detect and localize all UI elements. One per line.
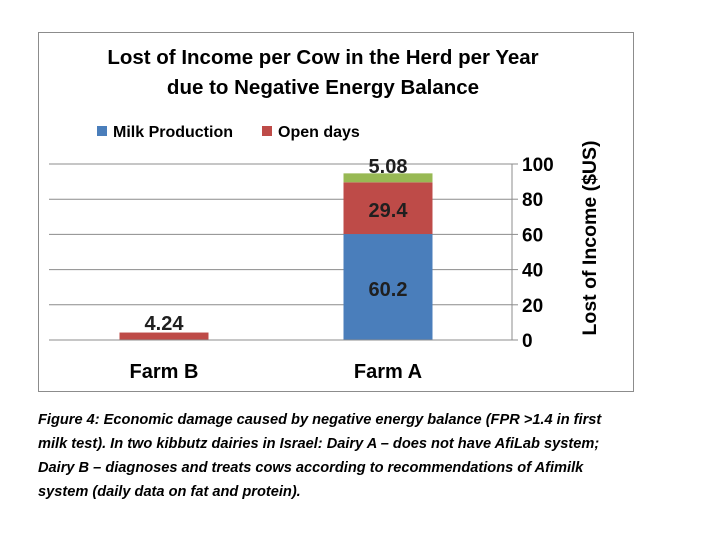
x-tick-label: Farm B	[130, 361, 199, 383]
gridlines	[49, 163, 512, 306]
legend-label: Milk Production	[113, 124, 233, 141]
data-label: 4.24	[145, 313, 185, 335]
y-tick-label: 40	[522, 261, 543, 282]
chart-frame	[38, 32, 634, 392]
data-label: 5.08	[369, 156, 408, 178]
y-tick-label: 20	[522, 296, 543, 317]
legend-swatch	[97, 126, 107, 136]
labels: 0 20 40 60 80 100 Farm B Farm A 60.2 4.24 29.4 5.08…	[97, 46, 601, 383]
legend-label: Open days	[278, 124, 360, 141]
y-tick-label: 100	[522, 155, 554, 176]
legend-swatch	[262, 126, 272, 136]
chart-title: Lost of Income per Cow in the Herd per Y…	[107, 46, 538, 69]
bar-segment	[119, 332, 209, 340]
chart-title: due to Negative Energy Balance	[167, 76, 479, 99]
bar-segment	[343, 182, 433, 235]
y-tick-label: 0	[522, 331, 533, 352]
caption-line: Dairy B – diagnoses and treats cows acco…	[38, 460, 584, 476]
data-label: 29.4	[369, 200, 409, 222]
bars	[119, 173, 433, 340]
bar-segment	[343, 234, 433, 340]
caption-line: system (daily data on fat and protein).	[38, 484, 301, 500]
y-tick-label: 60	[522, 225, 543, 246]
x-tick-label: Farm A	[354, 361, 422, 383]
caption-line: Figure 4: Economic damage caused by nega…	[38, 412, 602, 428]
figure-caption: Figure 4: Economic damage caused by nega…	[38, 408, 678, 504]
axes	[49, 163, 518, 341]
y-tick-label: 80	[522, 190, 543, 211]
data-label: 60.2	[369, 279, 408, 301]
bar-segment	[343, 173, 433, 183]
caption-line: milk test). In two kibbutz dairies in Is…	[38, 436, 600, 452]
y-axis-title: Lost of Income ($US)	[579, 140, 601, 335]
